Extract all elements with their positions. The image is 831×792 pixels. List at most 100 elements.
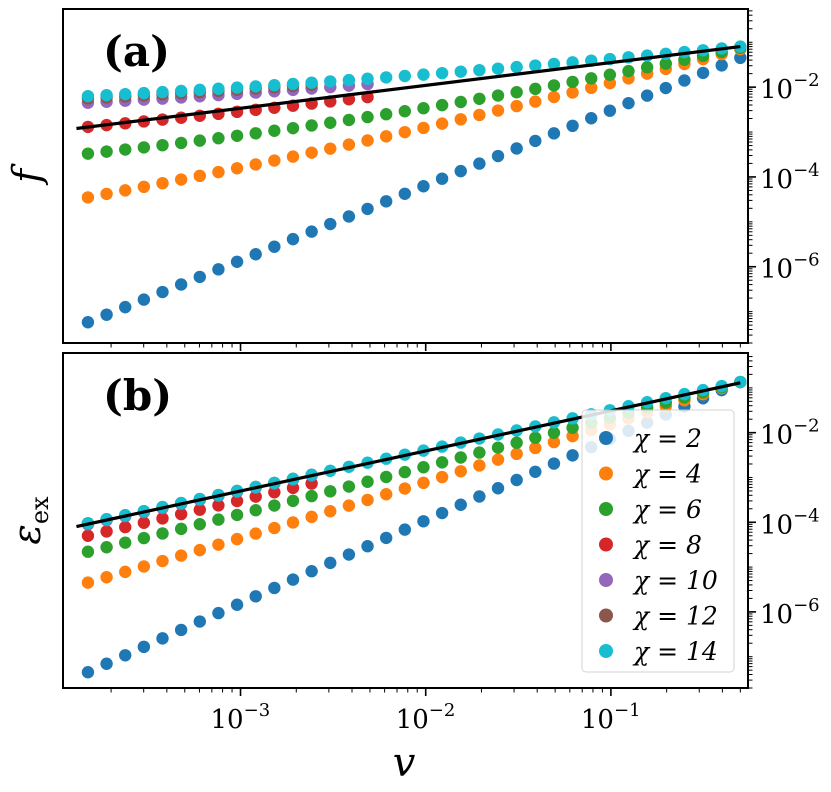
data-point — [547, 426, 561, 439]
data-point — [435, 98, 449, 112]
data-point — [174, 84, 188, 98]
data-point — [361, 493, 374, 507]
series-3 — [81, 477, 318, 542]
data-point — [137, 531, 151, 545]
y-tick-label: 10−2 — [760, 70, 820, 105]
data-point — [398, 105, 412, 118]
legend-item: χ = 14 — [599, 637, 718, 666]
data-point — [249, 158, 262, 171]
data-point — [454, 65, 467, 78]
data-point — [119, 87, 132, 101]
data-point — [715, 59, 728, 72]
x-tick-label: 10−2 — [396, 700, 456, 735]
panel-label: (a) — [103, 27, 170, 76]
legend-marker — [599, 466, 613, 481]
data-point — [305, 565, 318, 578]
data-point — [361, 475, 374, 488]
legend-marker — [599, 573, 613, 587]
data-point — [305, 510, 318, 524]
data-point — [361, 110, 374, 124]
data-point — [286, 573, 300, 586]
data-point — [529, 95, 542, 108]
data-point — [622, 64, 635, 78]
data-point — [398, 69, 412, 83]
data-point — [529, 82, 542, 96]
data-point — [603, 104, 617, 117]
data-point — [119, 300, 132, 314]
data-point — [156, 632, 169, 645]
data-point — [585, 81, 598, 95]
data-point — [379, 488, 393, 501]
data-point — [100, 571, 113, 584]
data-point — [268, 499, 281, 512]
legend-marker — [599, 431, 613, 445]
data-point — [324, 556, 337, 570]
data-point — [398, 465, 412, 479]
data-point — [678, 74, 691, 87]
data-point — [473, 157, 486, 170]
data-point — [529, 134, 542, 148]
data-point — [510, 447, 523, 461]
data-point — [249, 80, 262, 93]
data-point — [398, 125, 412, 139]
x-tick-label: 10−1 — [581, 700, 641, 735]
data-point — [547, 79, 561, 92]
data-point — [119, 184, 132, 197]
data-point — [510, 99, 523, 113]
data-point — [454, 451, 467, 464]
data-point — [379, 195, 393, 208]
data-point — [435, 172, 449, 185]
data-point — [510, 142, 523, 155]
data-point — [454, 498, 467, 511]
legend-marker — [599, 537, 613, 552]
data-point — [286, 77, 300, 91]
legend-label: χ = 8 — [632, 531, 702, 560]
data-point — [174, 136, 188, 150]
y-axis-label: f — [5, 163, 49, 186]
y-axis-label: εex — [5, 496, 54, 545]
y-tick-label: 10−4 — [760, 505, 820, 540]
legend-item: χ = 10 — [599, 566, 718, 595]
data-point — [473, 459, 486, 472]
data-point — [585, 112, 598, 125]
data-point — [193, 518, 206, 531]
data-point — [324, 142, 337, 155]
data-point — [379, 71, 393, 84]
legend-item: χ = 12 — [599, 602, 718, 631]
data-point — [734, 375, 747, 389]
data-point — [174, 623, 188, 637]
legend-box — [581, 409, 735, 673]
data-point — [230, 129, 244, 142]
data-point — [286, 150, 300, 163]
data-point — [286, 232, 300, 246]
data-point — [566, 86, 579, 99]
data-point — [510, 473, 523, 487]
data-point — [268, 240, 281, 253]
data-point — [417, 476, 430, 490]
panel-a: 10−6 10−4 10−2 (a) f — [5, 8, 820, 351]
data-point — [174, 173, 188, 186]
data-point — [473, 92, 486, 105]
data-point — [473, 63, 486, 77]
data-point — [454, 164, 467, 178]
data-point — [249, 504, 262, 517]
data-point — [81, 529, 95, 542]
data-point — [491, 104, 505, 117]
data-point — [454, 113, 467, 126]
data-point — [585, 72, 598, 85]
data-point — [193, 134, 206, 147]
data-point — [268, 581, 281, 595]
data-point — [361, 202, 374, 216]
data-point — [230, 81, 244, 94]
data-point — [510, 60, 523, 74]
data-point — [137, 141, 151, 154]
legend-marker — [599, 644, 613, 658]
data-point — [491, 482, 505, 495]
data-point — [696, 66, 710, 80]
legend-label: χ = 14 — [632, 637, 718, 666]
data-point — [547, 90, 561, 104]
data-point — [100, 145, 113, 158]
plot-frame — [62, 352, 749, 689]
legend-marker — [599, 502, 613, 516]
data-point — [230, 255, 244, 268]
